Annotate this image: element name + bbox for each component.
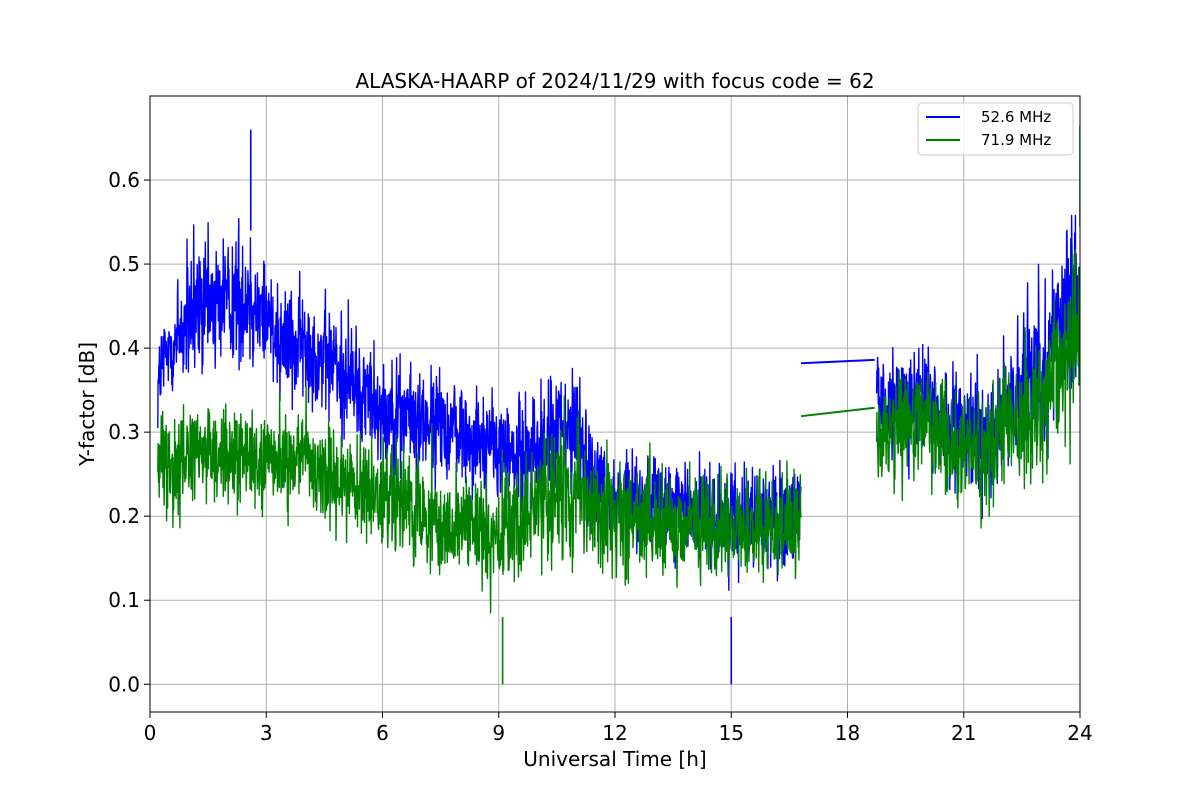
series-line-71-9-seg1 <box>157 386 802 614</box>
series-line-71-9-seg2 <box>875 248 1080 529</box>
x-tick-label: 15 <box>719 721 744 745</box>
x-axis-label: Universal Time [h] <box>523 747 706 771</box>
legend-label-71-9: 71.9 MHz <box>981 131 1051 149</box>
y-tick-label: 0.2 <box>108 504 140 528</box>
y-axis: 0.0 0.1 0.2 0.3 0.4 0.5 0.6 <box>108 168 150 696</box>
chart-title: ALASKA-HAARP of 2024/11/29 with focus co… <box>355 69 874 93</box>
gap-bridge-71-9 <box>800 406 875 418</box>
x-tick-label: 3 <box>260 721 273 745</box>
x-tick-label: 24 <box>1067 721 1092 745</box>
plot-area <box>157 125 1080 685</box>
x-tick-label: 18 <box>835 721 860 745</box>
x-tick-label: 6 <box>376 721 389 745</box>
y-tick-label: 0.6 <box>108 168 140 192</box>
y-axis-label: Y-factor [dB] <box>75 342 99 467</box>
x-axis: 0 3 6 9 12 15 18 21 24 <box>144 712 1093 745</box>
x-tick-label: 21 <box>951 721 976 745</box>
x-tick-label: 9 <box>492 721 505 745</box>
legend-label-52-6: 52.6 MHz <box>981 108 1051 126</box>
x-tick-label: 12 <box>602 721 627 745</box>
x-tick-label: 0 <box>144 721 157 745</box>
y-tick-label: 0.3 <box>108 420 140 444</box>
y-tick-label: 0.4 <box>108 336 140 360</box>
y-tick-label: 0.1 <box>108 588 140 612</box>
y-tick-label: 0.0 <box>108 672 140 696</box>
gap-bridge-52-6 <box>800 358 875 365</box>
legend: 52.6 MHz 71.9 MHz <box>917 102 1074 156</box>
y-tick-label: 0.5 <box>108 252 140 276</box>
